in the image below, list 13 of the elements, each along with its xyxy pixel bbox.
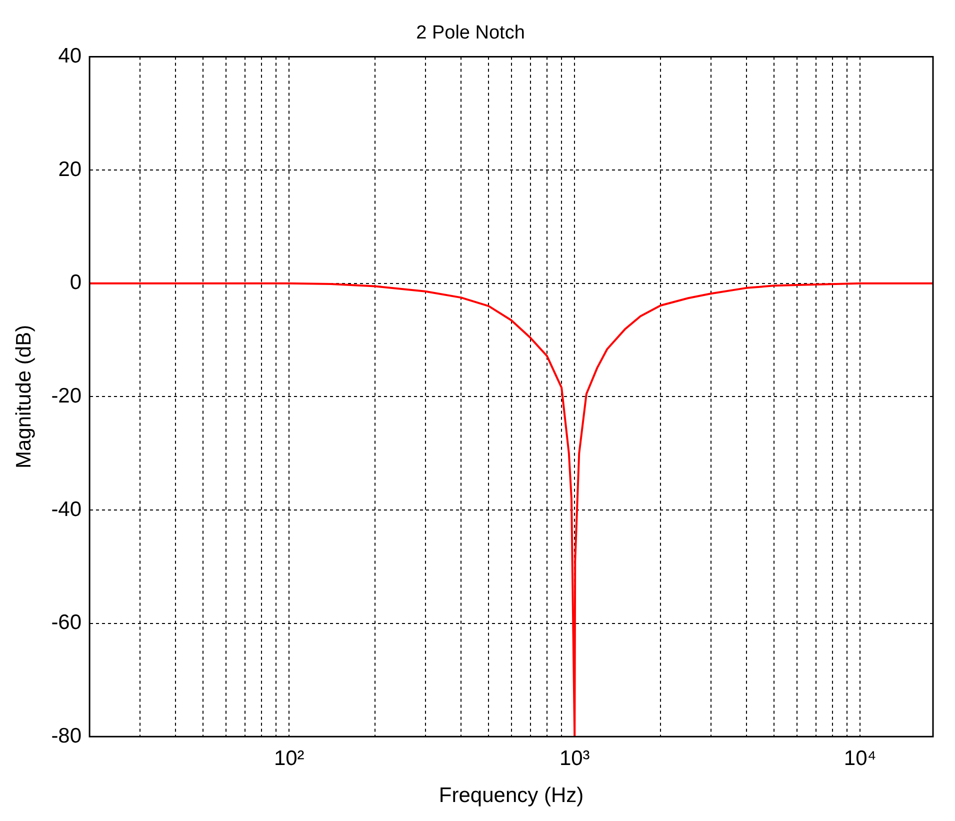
chart-title: 2 Pole Notch (416, 22, 525, 44)
y-tick-label: -60 (51, 611, 82, 634)
x-tick-label: 10³ (559, 746, 590, 770)
x-tick-label: 10⁴ (844, 746, 876, 770)
y-tick-label: -40 (51, 498, 82, 521)
x-axis-title: Frequency (Hz) (438, 784, 584, 808)
x-tick-label: 10² (274, 746, 304, 770)
y-tick-label: -80 (51, 724, 82, 748)
y-tick-label: 0 (70, 271, 82, 294)
y-axis-title: Magnitude (dB) (12, 324, 36, 468)
y-tick-label: 40 (58, 44, 82, 68)
y-tick-label: 20 (58, 158, 82, 181)
y-tick-label: -20 (51, 384, 82, 408)
